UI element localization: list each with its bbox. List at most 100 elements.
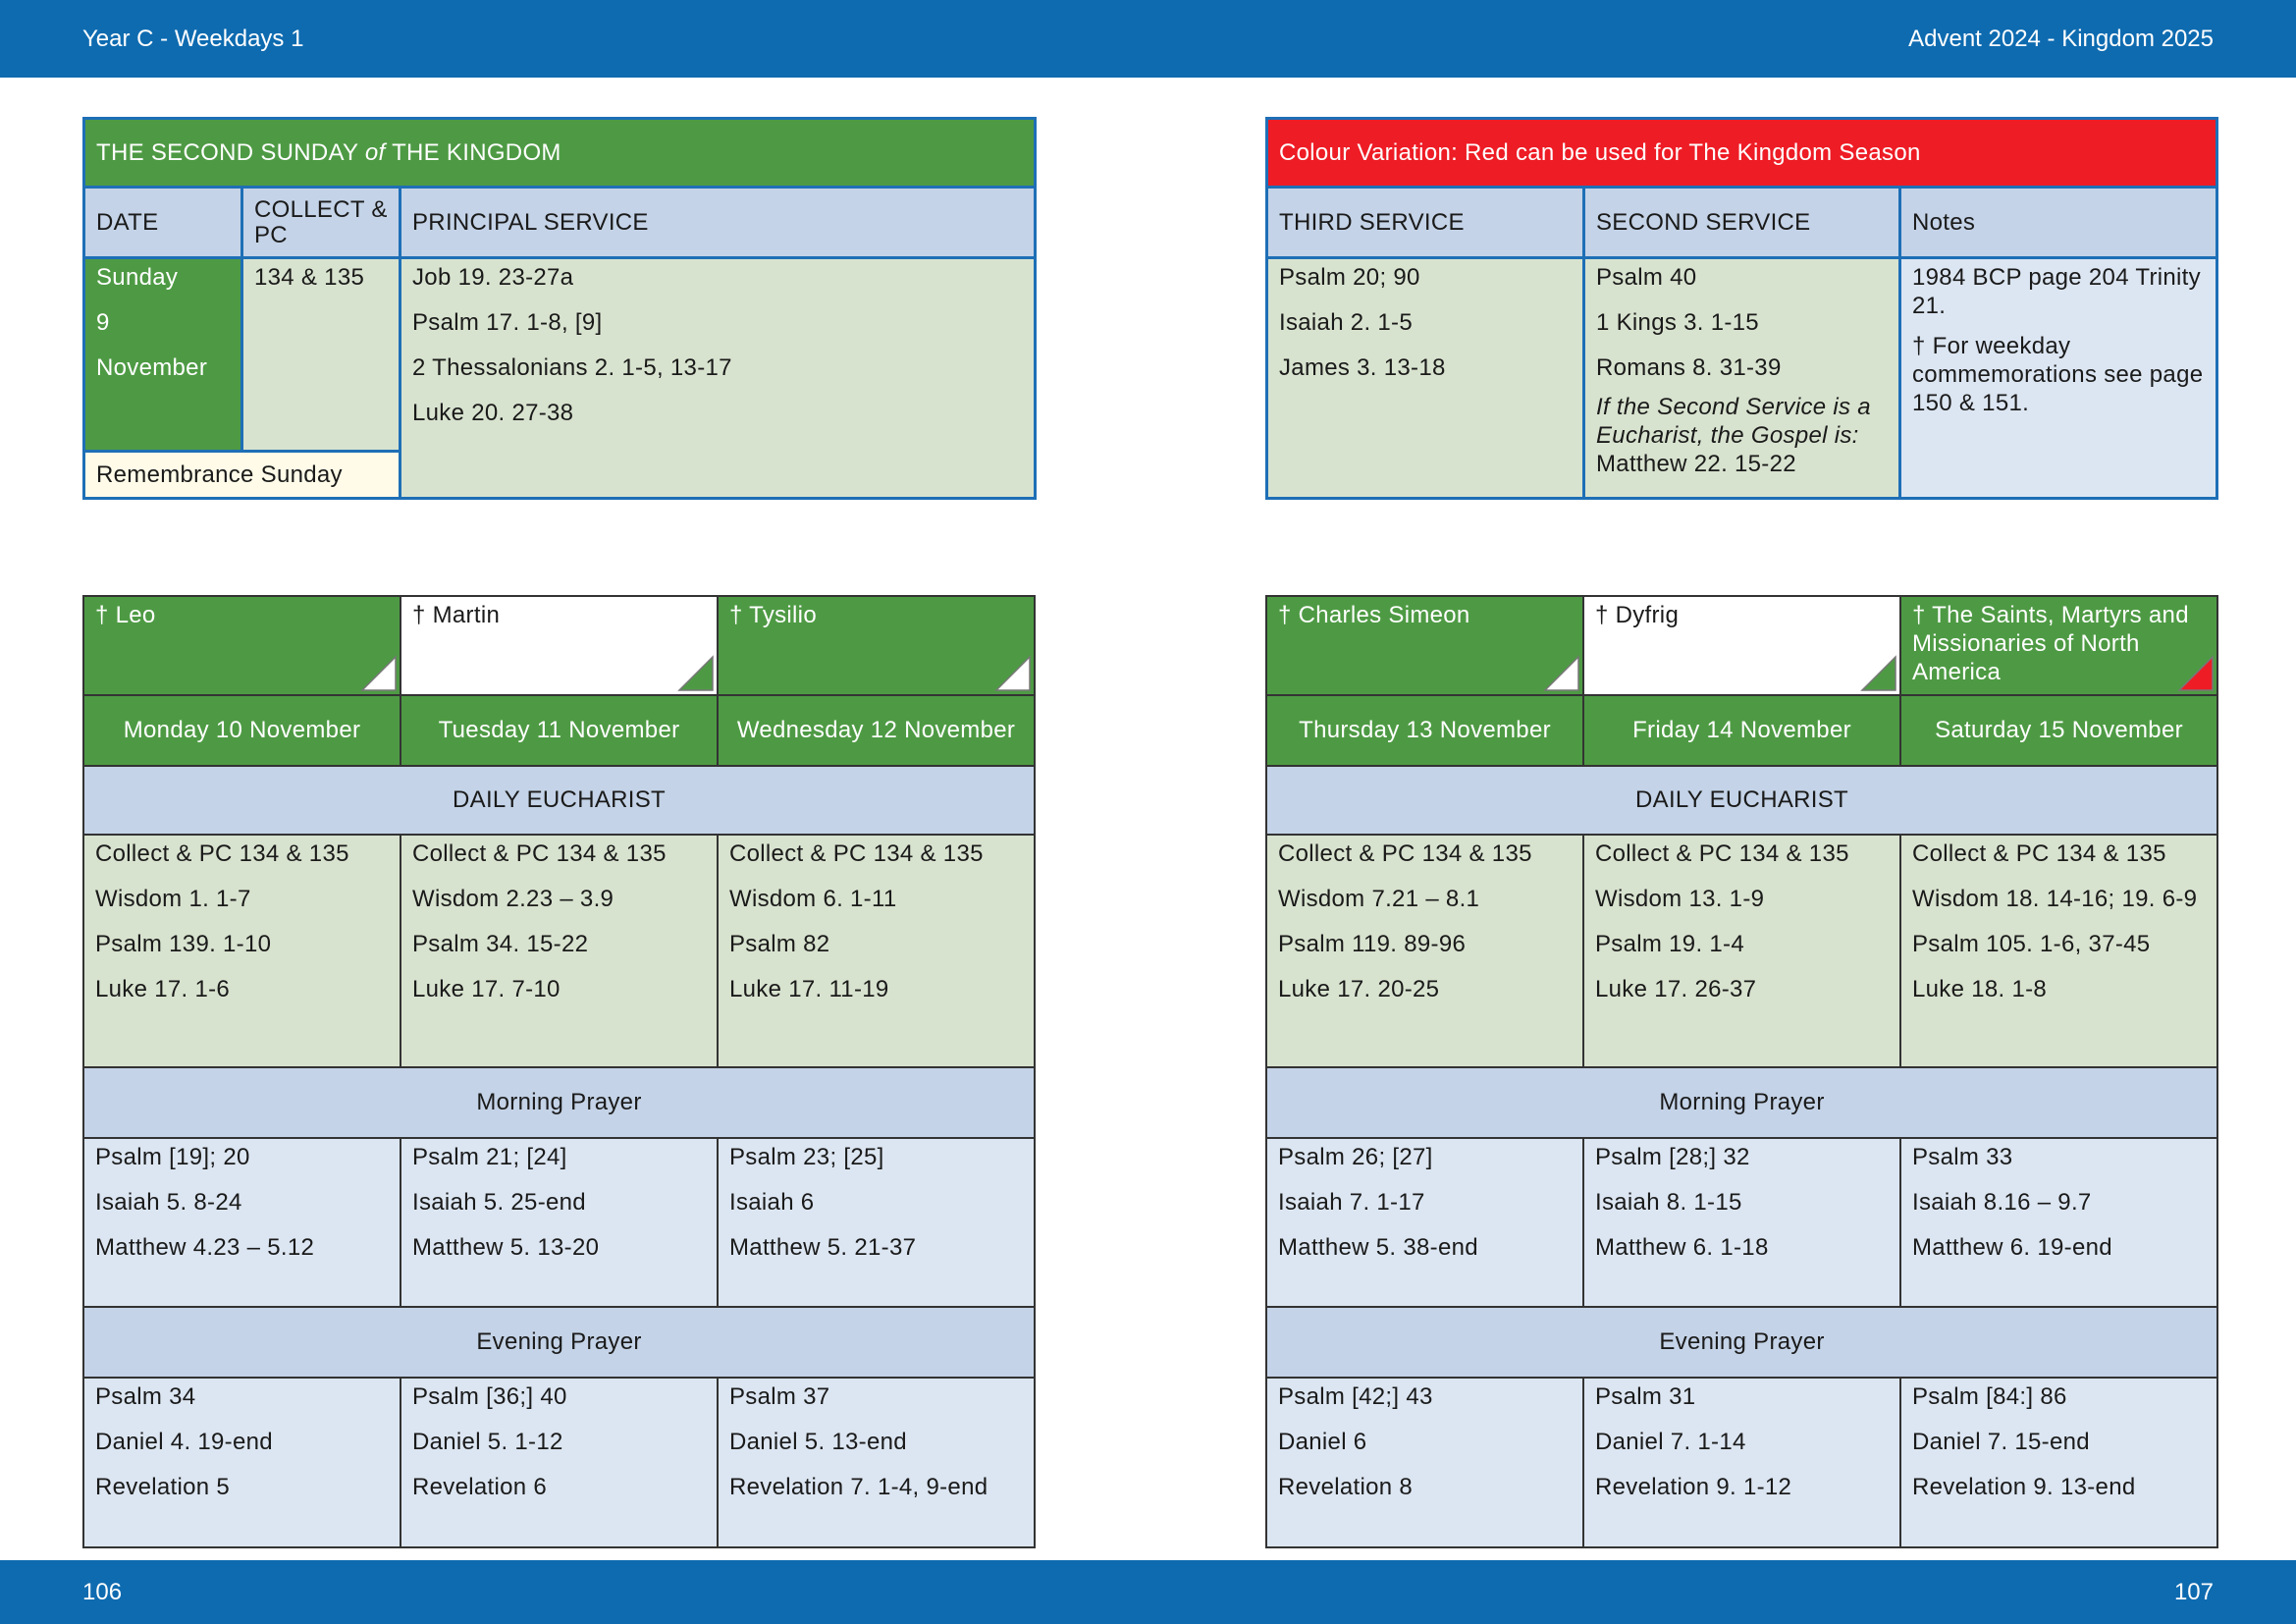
- reading: Wisdom 7.21 – 8.1: [1278, 886, 1480, 912]
- reading: Daniel 5. 1-12: [412, 1429, 563, 1455]
- title-part: THE SECOND SUNDAY: [96, 138, 358, 166]
- note: 1984 BCP page 204 Trinity 21.: [1912, 264, 2201, 319]
- eucharist-cell: Collect & PC 134 & 135 Wisdom 18. 14-16; …: [1899, 834, 2218, 1068]
- second-service: Psalm 40 1 Kings 3. 1-15 Romans 8. 31-39 If…: [1582, 256, 1901, 500]
- triangle: [994, 655, 1031, 691]
- colour-triangle: [677, 655, 714, 691]
- reading: Collect & PC 134 & 135: [1278, 840, 1532, 867]
- commemoration: † Leo: [95, 602, 156, 628]
- colour-triangle: [1860, 655, 1896, 691]
- reading: Daniel 7. 15-end: [1912, 1429, 2090, 1455]
- morning-cell: Psalm 26; [27] Isaiah 7. 1-17 Matthew 5. 3…: [1265, 1137, 1584, 1308]
- morning-cell: Psalm [28;] 32 Isaiah 8. 1-15 Matthew 6. 1…: [1582, 1137, 1901, 1308]
- reading: Psalm 105. 1-6, 37-45: [1912, 931, 2151, 957]
- commemoration-cell: † Leo: [82, 595, 401, 696]
- services-table: Colour Variation: Red can be used for Th…: [1264, 117, 2219, 500]
- column-header: COLLECT & PC: [240, 186, 401, 259]
- evening-cell: Psalm 34 Daniel 4. 19-end Revelation 5: [82, 1377, 401, 1548]
- principal-cell: Job 19. 23-27a Psalm 17. 1-8, [9] 2 Thessa…: [399, 256, 1037, 500]
- reading: Psalm 17. 1-8, [9]: [412, 309, 603, 336]
- sunday-table: THE SECOND SUNDAY of THE KINGDOM DATE CO…: [82, 117, 1037, 500]
- reading: Isaiah 2. 1-5: [1279, 309, 1413, 336]
- reading: Psalm 139. 1-10: [95, 931, 272, 957]
- eucharist-cell: Collect & PC 134 & 135 Wisdom 13. 1-9 Psal…: [1582, 834, 1901, 1068]
- commemoration: † Charles Simeon: [1278, 602, 1470, 628]
- reading: Wisdom 2.23 – 3.9: [412, 886, 614, 912]
- eucharist-cell: Collect & PC 134 & 135 Wisdom 2.23 – 3.9 P…: [400, 834, 719, 1068]
- reading: Psalm 19. 1-4: [1595, 931, 1744, 957]
- day-date: Tuesday 11 November: [400, 694, 719, 767]
- triangle: [360, 655, 397, 691]
- date-cell: Sunday 9 November: [82, 256, 243, 453]
- title-part: of: [364, 138, 386, 166]
- column-header: SECOND SERVICE: [1582, 186, 1901, 259]
- row: Morning Prayer: [82, 1066, 1036, 1139]
- day-date: Thursday 13 November: [1265, 694, 1584, 767]
- reading: Psalm 31: [1595, 1383, 1696, 1410]
- evening-cell: Psalm [36;] 40 Daniel 5. 1-12 Revelation 6: [400, 1377, 719, 1548]
- reading: Psalm [42;] 43: [1278, 1383, 1433, 1410]
- reading: Psalm 26; [27]: [1278, 1144, 1433, 1170]
- reading: 2 Thessalonians 2. 1-5, 13-17: [412, 354, 732, 381]
- reading: Wisdom 13. 1-9: [1595, 886, 1765, 912]
- reading: Psalm 34: [95, 1383, 196, 1410]
- reading: Luke 17. 1-6: [95, 976, 231, 1002]
- reading: Matthew 6. 1-18: [1595, 1234, 1769, 1261]
- sunday-title: THE SECOND SUNDAY of THE KINGDOM: [82, 117, 1037, 189]
- commemoration-cell: † Dyfrig: [1582, 595, 1901, 696]
- section-header: Evening Prayer: [82, 1306, 1036, 1379]
- triangle: [677, 655, 714, 691]
- commemoration: † Martin: [412, 602, 501, 628]
- day-date: Wednesday 12 November: [717, 694, 1036, 767]
- evening-cell: Psalm [42;] 43 Daniel 6 Revelation 8: [1265, 1377, 1584, 1548]
- row: Collect & PC 134 & 135 Wisdom 1. 1-7 Psalm…: [82, 834, 1036, 1068]
- row: Evening Prayer: [82, 1306, 1036, 1379]
- colour-triangle: [1543, 655, 1579, 691]
- row: Monday 10 November Tuesday 11 November Wed…: [82, 694, 1036, 767]
- gospel-note: If the Second Service is a Eucharist, th…: [1596, 394, 1871, 449]
- collect-cell: 134 & 135: [240, 256, 401, 453]
- evening-cell: Psalm 37 Daniel 5. 13-end Revelation 7. 1-…: [717, 1377, 1036, 1548]
- reading: Luke 17. 26-37: [1595, 976, 1757, 1002]
- reading: Daniel 6: [1278, 1429, 1367, 1455]
- eucharist-cell: Collect & PC 134 & 135 Wisdom 7.21 – 8.1 P…: [1265, 834, 1584, 1068]
- reading: Isaiah 8. 1-15: [1595, 1189, 1742, 1216]
- reading: Luke 17. 7-10: [412, 976, 561, 1002]
- reading: Isaiah 6: [729, 1189, 815, 1216]
- reading: Sunday: [96, 264, 179, 291]
- morning-cell: Psalm 21; [24] Isaiah 5. 25-end Matthew 5.…: [400, 1137, 719, 1308]
- reading: Matthew 5. 38-end: [1278, 1234, 1478, 1261]
- reading: Psalm 82: [729, 931, 830, 957]
- reading: Psalm 20; 90: [1279, 264, 1420, 291]
- row: † Charles Simeon † Dyfrig † The Saints, Ma…: [1265, 595, 2218, 696]
- header-left: Year C - Weekdays 1: [82, 25, 304, 52]
- collect: 134 & 135: [254, 264, 365, 291]
- commemoration-cell: † The Saints, Martyrs and Missionaries o…: [1899, 595, 2218, 696]
- colour-banner: Colour Variation: Red can be used for Th…: [1264, 117, 2219, 189]
- column-header: Notes: [1897, 186, 2219, 259]
- evening-cell: Psalm [84:] 86 Daniel 7. 15-end Revelation…: [1899, 1377, 2218, 1548]
- reading: Revelation 5: [95, 1474, 231, 1500]
- reading: Psalm 119. 89-96: [1278, 931, 1467, 957]
- reading: Psalm [19]; 20: [95, 1144, 250, 1170]
- morning-cell: Psalm [19]; 20 Isaiah 5. 8-24 Matthew 4.23…: [82, 1137, 401, 1308]
- reading: Daniel 7. 1-14: [1595, 1429, 1746, 1455]
- reading: Revelation 9. 13-end: [1912, 1474, 2136, 1500]
- week-table: † Leo † Martin † Tysilio Monday 10 November…: [82, 595, 1036, 1548]
- reading: Job 19. 23-27a: [412, 264, 574, 291]
- reading: Isaiah 5. 8-24: [95, 1189, 242, 1216]
- row: Evening Prayer: [1265, 1306, 2218, 1379]
- reading: Revelation 8: [1278, 1474, 1414, 1500]
- reading: Luke 18. 1-8: [1912, 976, 2048, 1002]
- reading: Luke 17. 11-19: [729, 976, 889, 1002]
- morning-cell: Psalm 23; [25] Isaiah 6 Matthew 5. 21-37: [717, 1137, 1036, 1308]
- commemoration-cell: † Tysilio: [717, 595, 1036, 696]
- reading: Isaiah 8.16 – 9.7: [1912, 1189, 2092, 1216]
- reading: Psalm 33: [1912, 1144, 2013, 1170]
- day-date: Friday 14 November: [1582, 694, 1901, 767]
- commemoration-cell: † Charles Simeon: [1265, 595, 1584, 696]
- row: DAILY EUCHARIST: [82, 765, 1036, 836]
- reading: Wisdom 18. 14-16; 19. 6-9: [1912, 886, 2198, 912]
- reading: Daniel 4. 19-end: [95, 1429, 273, 1455]
